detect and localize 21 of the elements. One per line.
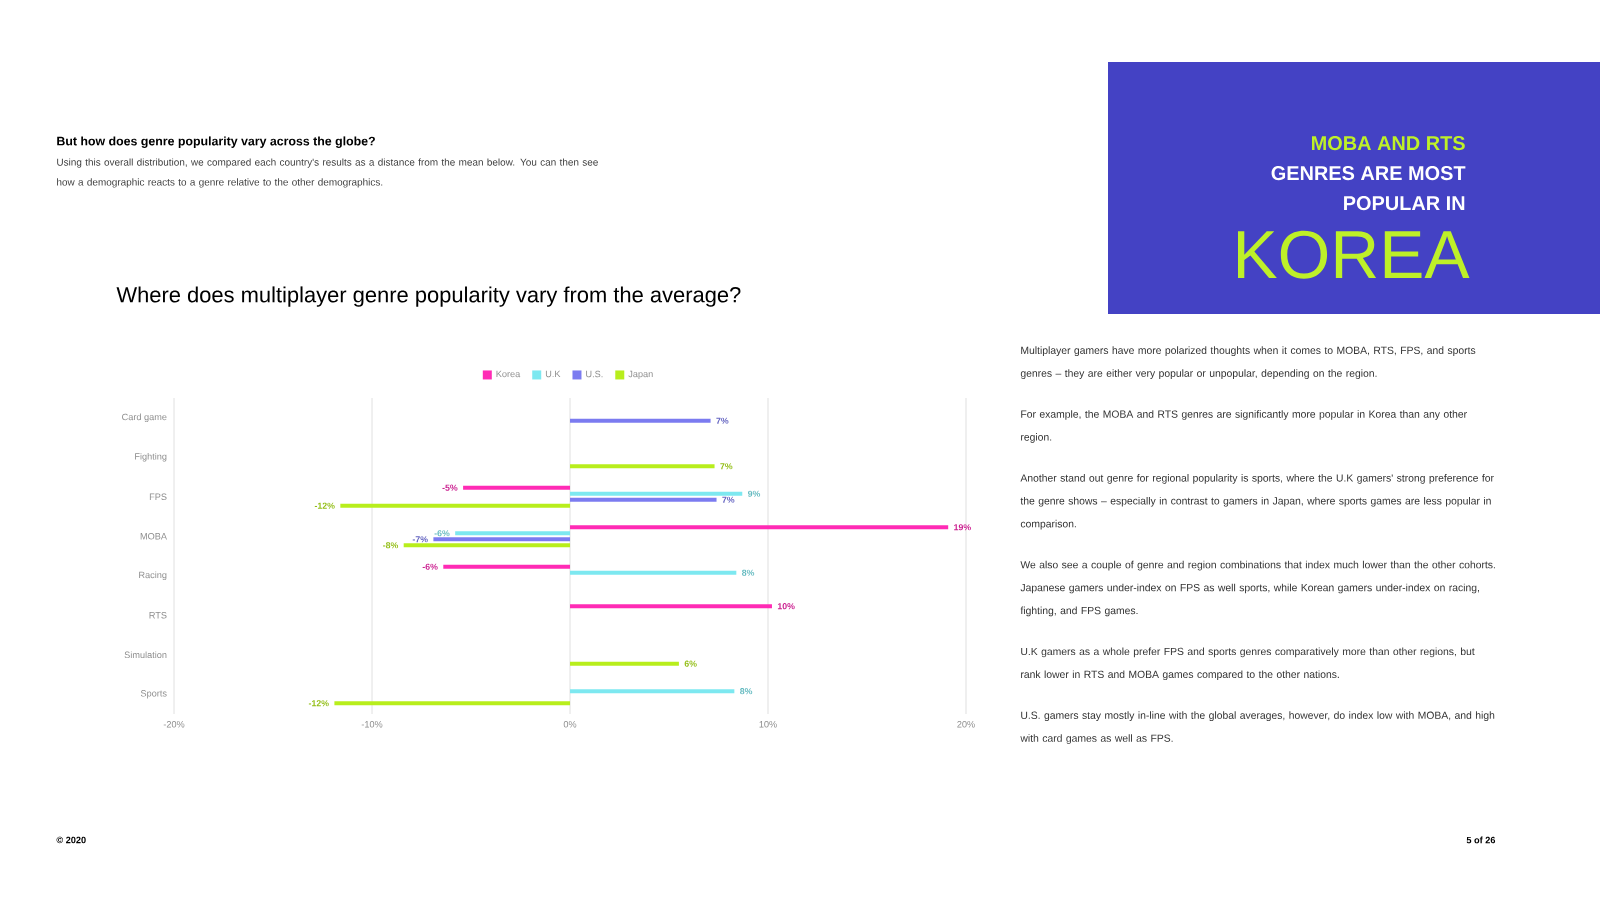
text: KOREA	[1237, 230, 1470, 279]
text: POPULAR IN	[1344, 196, 1465, 211]
bar	[455, 531, 571, 536]
bar	[463, 485, 571, 490]
bar	[570, 689, 735, 694]
bar	[570, 418, 711, 423]
bar	[570, 661, 679, 666]
bar	[570, 464, 715, 469]
bar	[570, 525, 949, 530]
bar	[340, 503, 571, 508]
bar	[570, 570, 737, 575]
bar	[403, 543, 571, 548]
bar	[334, 701, 571, 706]
bar	[433, 537, 571, 542]
bar	[570, 497, 717, 502]
text: MOBA AND RTS	[1311, 136, 1465, 151]
bar	[570, 604, 772, 609]
bar	[443, 564, 571, 569]
chart-title: Where does multiplayer genre popularity vary from the average?	[116, 286, 741, 307]
bar	[570, 491, 743, 496]
text: GENRES ARE MOST	[1271, 166, 1466, 181]
